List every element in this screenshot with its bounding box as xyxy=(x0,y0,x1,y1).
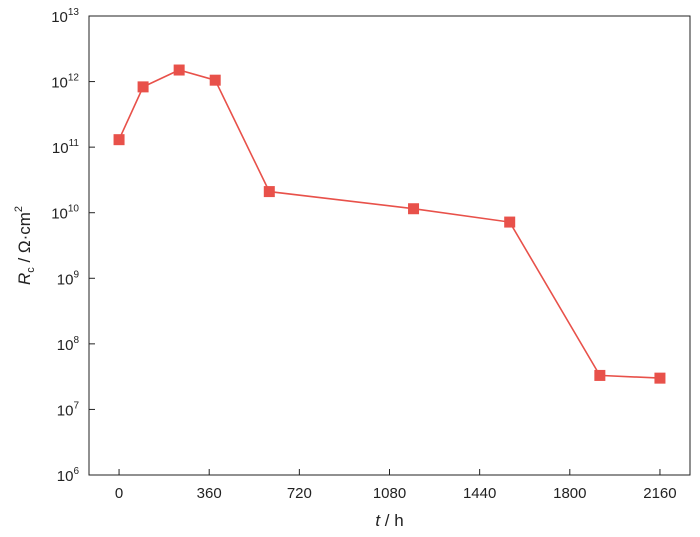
y-tick-base: 10 xyxy=(57,337,74,354)
y-tick-exponent: 9 xyxy=(73,269,79,280)
y-tick-base: 10 xyxy=(57,402,74,419)
data-point xyxy=(408,203,420,215)
data-point xyxy=(263,186,275,198)
x-axis-label: t / h xyxy=(375,511,403,530)
y-tick-label: 106 xyxy=(57,466,80,485)
y-tick-exponent: 6 xyxy=(73,466,79,477)
plot-frame xyxy=(88,15,691,476)
y-tick-exponent: 11 xyxy=(69,138,80,149)
y-tick-exponent: 10 xyxy=(68,204,80,215)
x-tick-label: 360 xyxy=(197,485,222,502)
y-tick-label: 109 xyxy=(57,269,80,288)
y-tick-base: 10 xyxy=(51,9,68,26)
y-tick-exponent: 12 xyxy=(68,73,80,84)
y-tick-exponent: 13 xyxy=(68,7,80,18)
data-point xyxy=(654,372,666,384)
y-tick-label: 108 xyxy=(57,335,80,354)
x-axis-label-symbol: t xyxy=(375,511,381,530)
data-point xyxy=(504,216,516,228)
data-point xyxy=(113,134,125,146)
data-point xyxy=(594,369,606,381)
y-tick-label: 1010 xyxy=(51,204,79,223)
x-tick-label: 1080 xyxy=(373,485,406,502)
y-tick-base: 10 xyxy=(51,75,68,92)
x-tick-label: 1800 xyxy=(553,485,586,502)
y-tick-base: 10 xyxy=(52,140,69,157)
y-tick-label: 1011 xyxy=(52,138,80,157)
series-layer xyxy=(113,64,666,384)
y-axis-label-unit-sup: 2 xyxy=(13,206,25,212)
y-axis-label: Rc / Ω·cm2 xyxy=(13,206,37,285)
x-tick-label: 720 xyxy=(287,485,312,502)
y-tick-base: 10 xyxy=(57,468,74,485)
y-tick-exponent: 8 xyxy=(73,335,79,346)
data-point xyxy=(137,81,149,93)
y-axis-label-symbol: R xyxy=(15,273,34,285)
x-axis-ticks: 0 360 720 1080 1440 1800 2160 xyxy=(115,469,677,502)
data-point xyxy=(209,74,221,86)
x-tick-label: 0 xyxy=(115,485,123,502)
y-tick-label: 1012 xyxy=(51,73,79,92)
x-axis-label-unit: / h xyxy=(380,511,404,530)
y-tick-base: 10 xyxy=(57,271,74,288)
x-tick-label: 1440 xyxy=(463,485,496,502)
y-axis-label-subscript: c xyxy=(25,267,37,273)
series-line xyxy=(118,69,660,379)
x-tick-label: 2160 xyxy=(643,485,676,502)
y-tick-exponent: 7 xyxy=(73,400,79,411)
y-tick-base: 10 xyxy=(51,206,68,223)
y-tick-label: 1013 xyxy=(51,7,79,26)
y-tick-label: 107 xyxy=(57,400,80,419)
data-point xyxy=(173,64,185,76)
y-axis-label-unit: / Ω·cm xyxy=(15,212,34,267)
